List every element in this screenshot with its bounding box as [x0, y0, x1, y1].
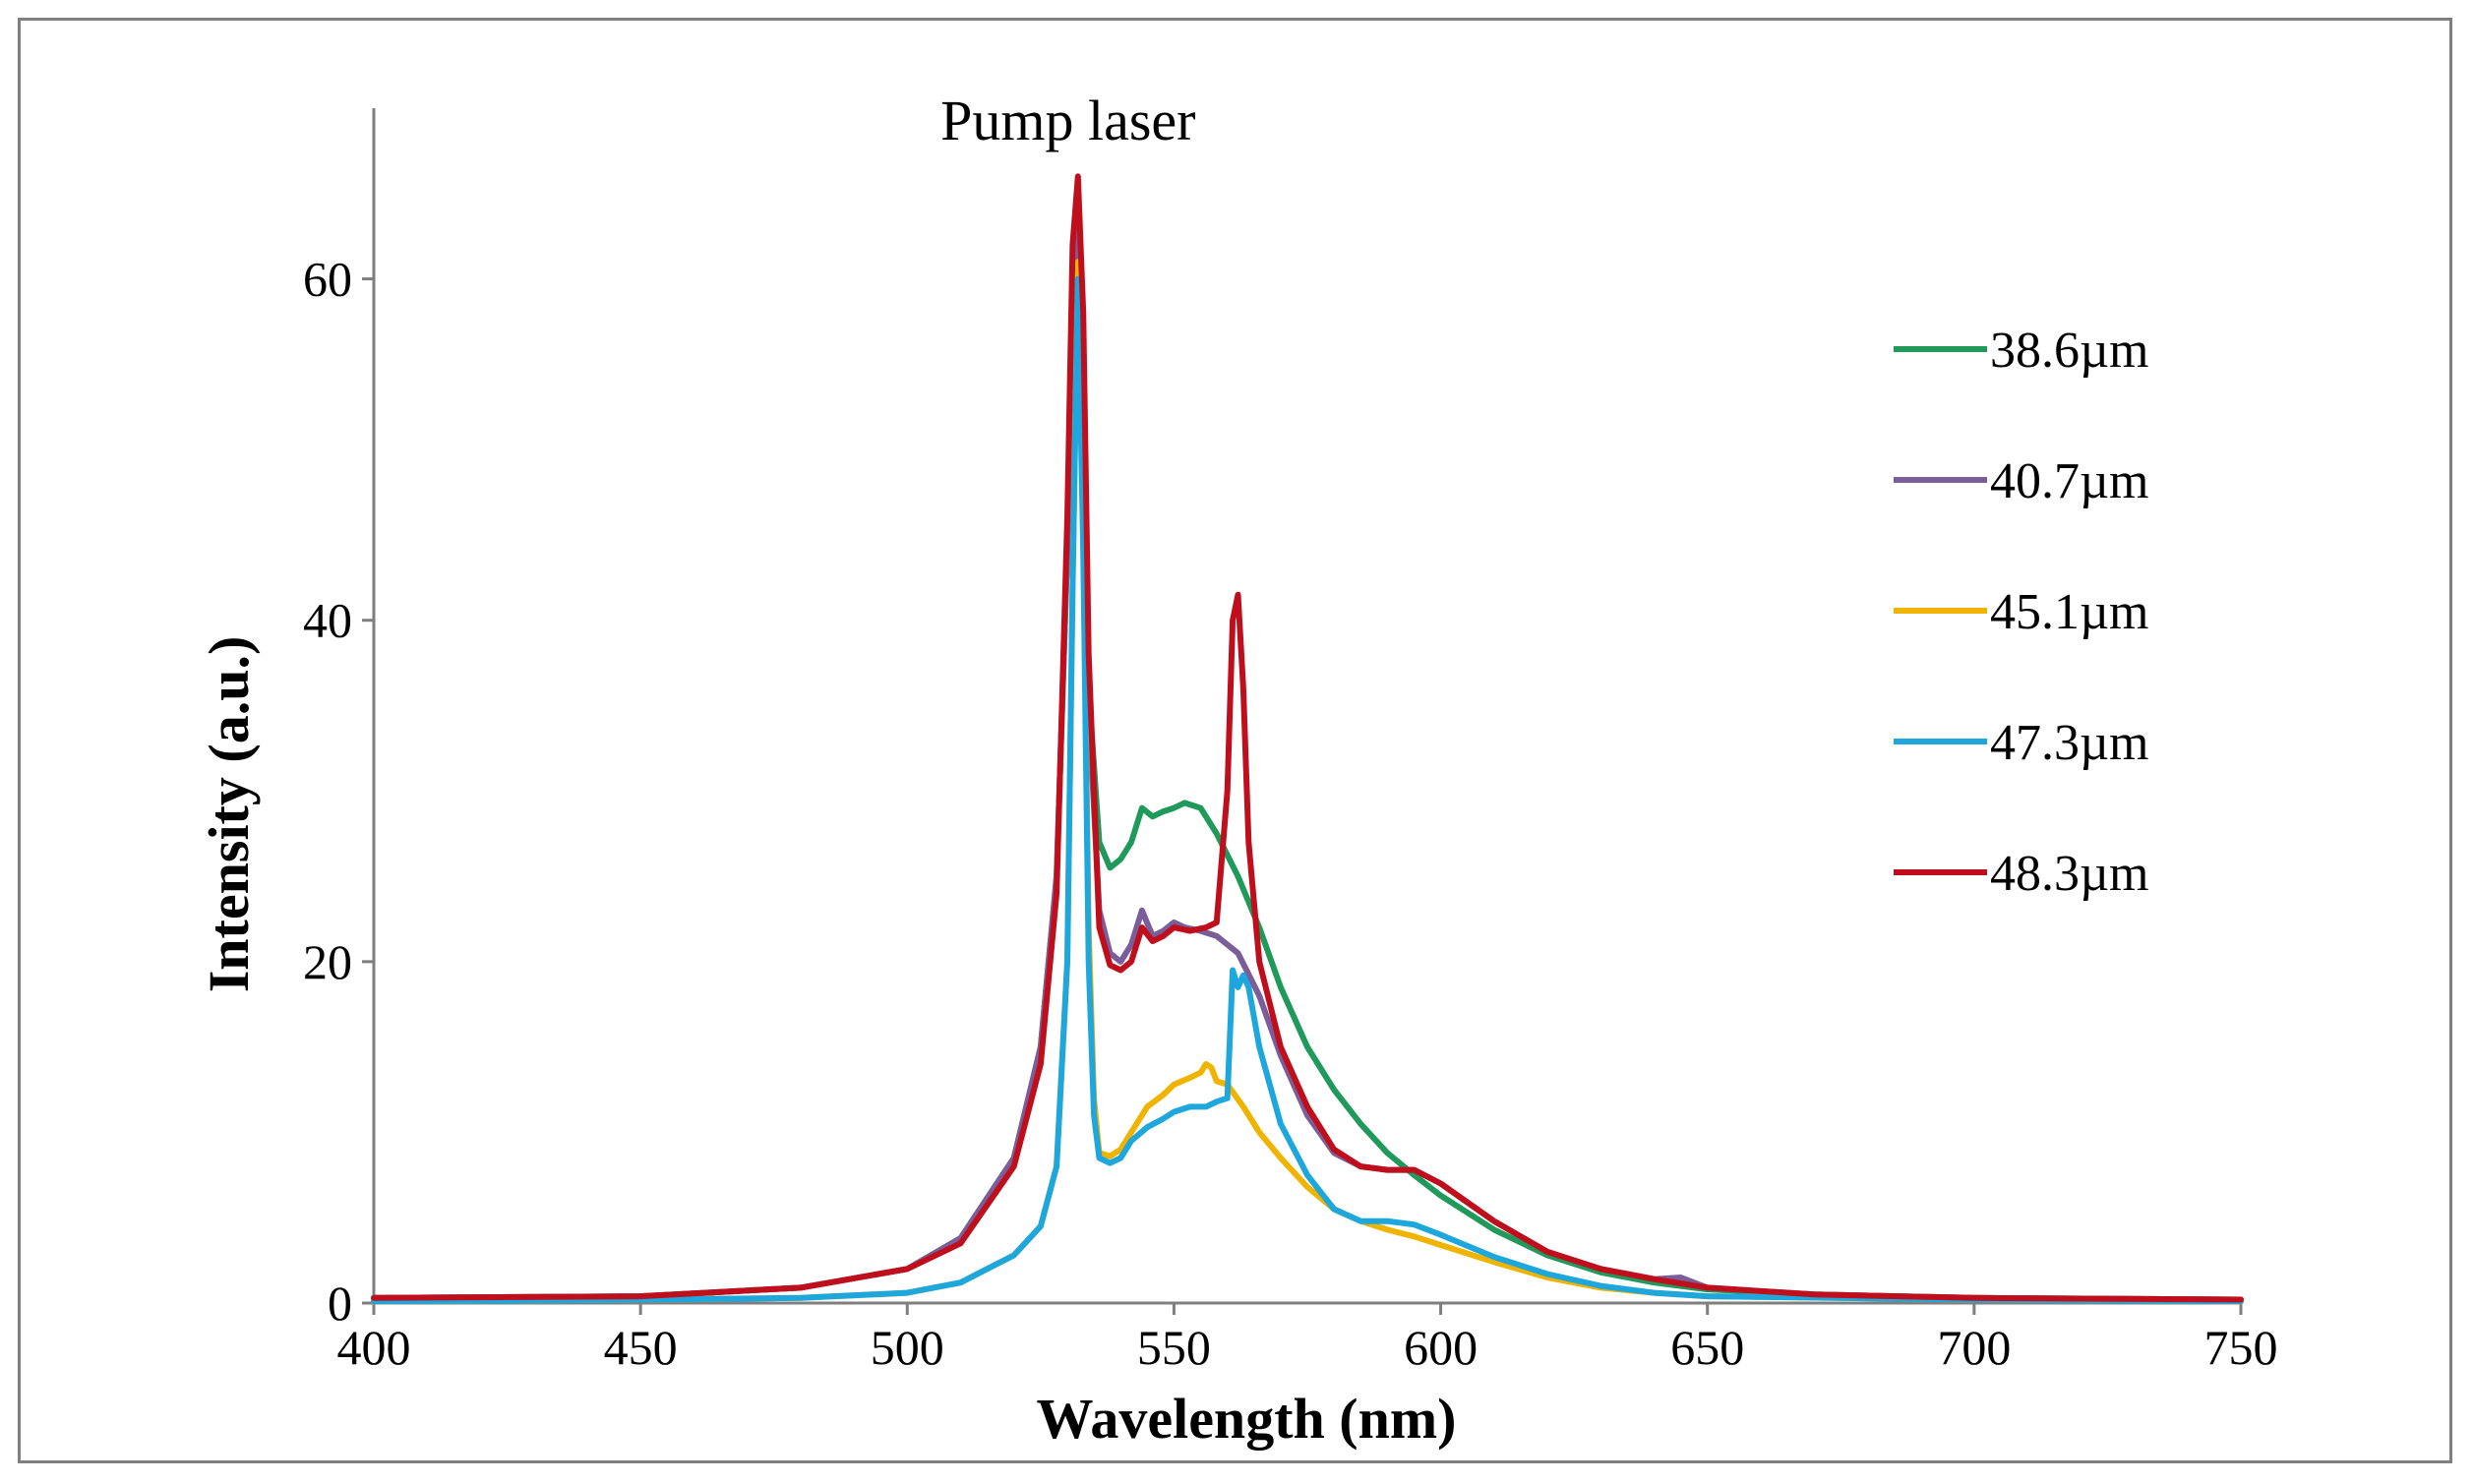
pump-laser-annotation: Pump laser [940, 89, 1195, 152]
x-tick-label: 650 [1670, 1320, 1744, 1375]
series-line-48-3 [371, 173, 2244, 1303]
series-line-47-3 [371, 275, 2244, 1305]
y-tick-label: 40 [303, 593, 352, 648]
legend: 38.6µm 40.7µm 45.1µm 47.3µm 48.3µm [1894, 323, 2148, 902]
series-layer [371, 173, 2244, 1305]
x-tick-label: 500 [871, 1320, 944, 1375]
y-axis-title: Intensity (a.u.) [197, 636, 261, 993]
legend-label: 47.3µm [1990, 715, 2148, 771]
x-tick-label: 550 [1137, 1320, 1211, 1375]
x-axis-title: Wavelength (nm) [1037, 1387, 1457, 1451]
x-tick-label: 750 [2204, 1320, 2278, 1375]
x-tick-label: 600 [1404, 1320, 1478, 1375]
legend-label: 40.7µm [1990, 453, 2148, 509]
y-tick-label: 20 [303, 934, 352, 989]
legend-label: 38.6µm [1990, 323, 2148, 379]
axes: 400 450 500 550 600 650 700 750 0 20 40 60 [303, 108, 2278, 1375]
series-line-38-6 [371, 259, 2244, 1303]
x-tick-label: 700 [1937, 1320, 2011, 1375]
legend-label: 48.3µm [1990, 846, 2148, 902]
x-tick-label: 450 [604, 1320, 678, 1375]
series-line-40-7 [371, 224, 2244, 1303]
series-line-45-1 [371, 259, 2244, 1305]
x-tick-label: 400 [337, 1320, 411, 1375]
y-tick-label: 0 [328, 1276, 352, 1331]
y-tick-label: 60 [303, 252, 352, 307]
legend-label: 45.1µm [1990, 584, 2148, 640]
chart-frame [18, 18, 2452, 1463]
